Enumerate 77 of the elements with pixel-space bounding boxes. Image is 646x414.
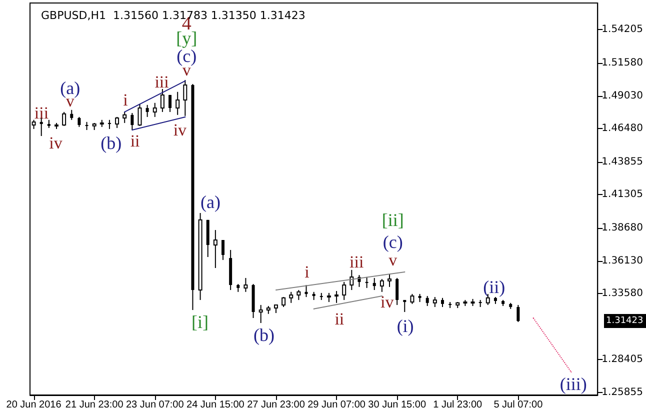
text: 1.31423: [606, 316, 644, 326]
candlestick: [289, 291, 294, 304]
x-tick-label: 21 Jun 23:00: [65, 400, 124, 410]
annotation: iii: [154, 72, 170, 92]
candlestick: [282, 296, 286, 308]
annotation: (b): [100, 133, 122, 153]
annotation: (b): [253, 325, 274, 345]
candlestick: [388, 274, 392, 288]
candlestick: [222, 239, 224, 260]
annotation: ii: [130, 132, 140, 150]
candlestick: [138, 103, 142, 126]
x-tick-label: 20 Jun 2016: [6, 400, 62, 410]
candlestick: [160, 88, 164, 112]
candlestick: [296, 290, 301, 300]
candlestick: [244, 277, 248, 292]
candlestick: [40, 117, 43, 137]
candlestick: [213, 230, 218, 268]
candlestick: [396, 277, 399, 306]
x-tick-label: 23 Jun 07:00: [126, 400, 184, 410]
y-tick-label: 1.33580: [602, 288, 644, 299]
annotation: (a): [200, 192, 220, 212]
candlestick: [440, 297, 444, 308]
annotation: (c): [382, 232, 403, 252]
candlestick: [410, 293, 414, 304]
candlestick: [426, 296, 429, 306]
candlestick: [70, 109, 74, 120]
candlestick: [152, 102, 157, 118]
x-tick-label: 24 Jun 15:00: [186, 400, 245, 410]
candlestick: [326, 292, 331, 303]
candlestick: [432, 296, 437, 308]
annotation: v: [388, 250, 398, 270]
annotation: (ii): [483, 277, 506, 297]
candlestick: [168, 94, 172, 112]
annotation: (i): [396, 316, 414, 336]
candlestick: [258, 304, 263, 324]
annotation: [i]: [191, 312, 208, 332]
annotation: [ii]: [382, 210, 404, 230]
y-tick-label: 1.54205: [602, 24, 644, 36]
candlestick: [78, 116, 81, 128]
y-tick-label: 1.25855: [602, 386, 644, 398]
candlestick: [516, 304, 520, 322]
candlestick: [350, 269, 354, 290]
candlestick: [176, 91, 180, 116]
candlestick: [334, 290, 339, 304]
candlestick: [115, 116, 120, 128]
y-tick-label: 1.51580: [602, 58, 644, 69]
y-tick-label: 1.49030: [602, 90, 644, 102]
candlestick: [342, 281, 346, 300]
annotation: ii: [334, 310, 344, 328]
annotation: (iii): [560, 374, 587, 394]
annotation: i: [123, 90, 128, 110]
y-tick-label: 1.46480: [602, 122, 644, 134]
y-tick-label: 1.38680: [602, 222, 644, 234]
candlestick: [403, 299, 406, 312]
annotation: iv: [49, 134, 63, 152]
candlestick: [372, 277, 376, 290]
x-tick-label: 29 Jun 07:00: [308, 400, 366, 410]
x-tick-label: 5 Jul 07:00: [494, 400, 544, 410]
annotation: iv: [380, 292, 394, 312]
annotation: [y]: [176, 28, 198, 48]
candlestick: [108, 119, 111, 130]
y-tick-label: 1.36130: [602, 255, 644, 266]
candlestick: [304, 284, 308, 298]
candlestick: [62, 111, 66, 126]
x-tick-label: 30 Jun 15:00: [368, 400, 426, 410]
candlestick: [365, 276, 368, 288]
y-tick-label: 1.43855: [602, 156, 644, 168]
annotation: iii: [350, 252, 364, 272]
y-tick-label: 1.41305: [602, 189, 644, 200]
annotation: i: [304, 262, 310, 282]
y-tick-label: 1.28405: [602, 354, 644, 366]
candlestick: [380, 278, 384, 292]
candlestick: [146, 104, 149, 118]
x-tick-label: 27 Jun 23:00: [247, 400, 306, 410]
annotation: iii: [34, 104, 49, 122]
x-tick-label: 1 Jul 23:00: [433, 400, 483, 410]
annotation: iv: [173, 120, 188, 140]
